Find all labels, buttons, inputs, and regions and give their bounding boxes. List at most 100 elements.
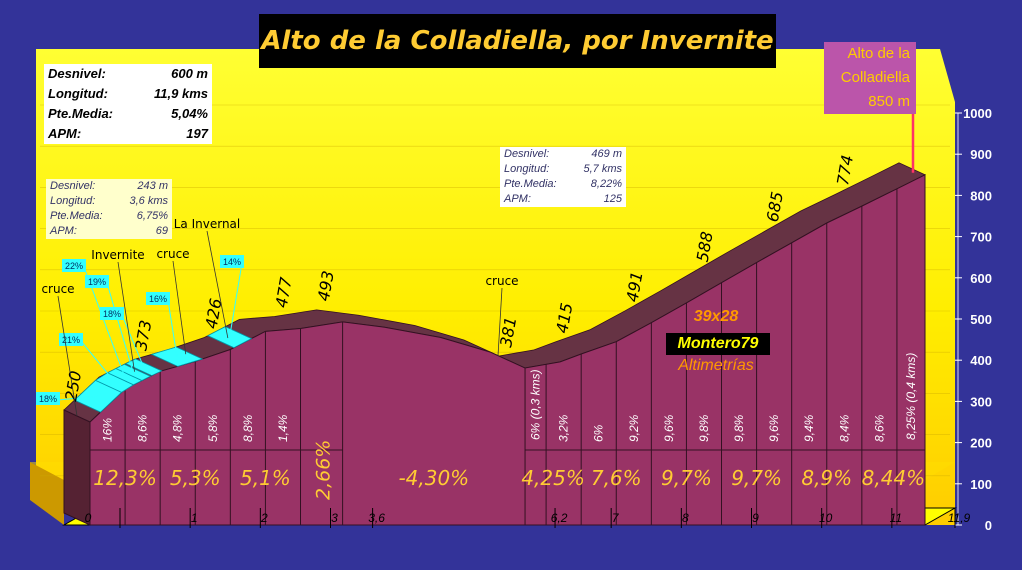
brand-subtitle: Altimetrías <box>678 357 754 374</box>
y-tick-label: 200 <box>970 436 992 451</box>
x-tick-label: 9 <box>752 511 759 525</box>
waypoint-label: Invernite <box>91 248 144 262</box>
stats-panel-first-section: Desnivel: 243 m Longitud: 3,6 kms Pte.Medi… <box>46 179 172 239</box>
segment-grade-label: 8,6% <box>872 414 886 442</box>
segment-grade-label: 9,6% <box>767 414 781 442</box>
stat-value: 469 m <box>591 148 622 160</box>
segment-grade-label: 4,8% <box>171 414 185 442</box>
segment-grade-label: 5,8% <box>206 414 220 442</box>
left-wall <box>30 462 64 525</box>
waypoint-pointer <box>497 287 503 356</box>
steep-ramps: 18% 21% 22% 19% 18% 16% 14% <box>36 255 253 413</box>
brand-size: 39x28 <box>693 308 739 325</box>
x-tick-label: 7 <box>612 511 620 525</box>
brand-author: Montero79 <box>666 333 770 355</box>
y-tick-label: 800 <box>970 188 992 203</box>
stat-label: Pte.Media: <box>504 178 557 190</box>
x-tick-label: 8 <box>682 511 689 525</box>
x-tick-label: 11,9 <box>948 511 971 525</box>
stat-value: 11,9 kms <box>154 86 208 101</box>
ramp-pointer <box>167 299 178 357</box>
ramp-label-bg <box>146 292 170 305</box>
stat-label: Desnivel: <box>48 66 106 81</box>
stat-value: 197 <box>186 126 208 141</box>
km-grade-label: 4,25% <box>521 466 585 490</box>
axes: 0 100 200 300 400 500 600 700 800 900 1000 0 1 2 3 3,6 6… <box>85 106 992 533</box>
y-tick-label: 1000 <box>963 106 992 121</box>
segment-grade-label: 8,6% <box>136 414 150 442</box>
chart-labels: 16% 8,6% 4,8% 5,8% 8,8% 1,4% 6% (0,3 kms) 3,2% 6… <box>41 44 925 500</box>
segment-grade-label: 9,8% <box>732 414 746 442</box>
x-tick-label: 3,6 <box>368 511 385 525</box>
stat-value: 6,75% <box>136 210 168 222</box>
x-tick-label: 11 <box>890 511 902 525</box>
ramp-label: 22% <box>65 261 83 271</box>
x-tick-label: 3 <box>331 511 338 525</box>
ramp-label: 16% <box>149 294 167 304</box>
segment-grade-label: 9,6% <box>662 414 676 442</box>
ramp-pointer <box>80 340 115 383</box>
profile-front-face <box>89 173 926 526</box>
segment-grade-label: 9,8% <box>697 414 711 442</box>
km-grade-label: 9,7% <box>731 466 782 490</box>
ramp-label: 21% <box>62 335 80 345</box>
stat-value: 243 m <box>137 180 168 192</box>
steep-ramp <box>124 358 163 377</box>
ramp-label: 19% <box>88 277 106 287</box>
stat-label: Desnivel: <box>504 148 550 160</box>
km-grade-label: 5,1% <box>240 466 291 490</box>
stat-value: 5,7 kms <box>583 163 622 175</box>
waypoint-pointer <box>117 261 135 372</box>
segment-grade-label: 8,8% <box>241 414 255 442</box>
segment-grade-label: 3,2% <box>557 414 571 442</box>
ramp-pointer <box>106 282 134 373</box>
waypoint-label: La Invernal <box>174 217 241 231</box>
chart-title: Alto de la Colladiella, por Invernite <box>261 26 774 56</box>
y-tick-label: 400 <box>970 353 992 368</box>
stat-label: Longitud: <box>50 195 96 207</box>
stat-label: Desnivel: <box>50 180 96 192</box>
stats-panel-second-section: Desnivel: 469 m Longitud: 5,7 kms Pte.Medi… <box>500 147 626 207</box>
x-tick-label: 10 <box>819 511 833 525</box>
x-tick-label: 0 <box>85 511 92 525</box>
km-grade-label: 8,44% <box>862 466 926 490</box>
title-banner: Alto de la Colladiella, por Invernite <box>259 14 776 68</box>
stat-value: 3,6 kms <box>129 195 168 207</box>
waypoint-label: cruce <box>485 274 518 288</box>
y-tick-label: 300 <box>970 394 992 409</box>
stat-label: Pte.Media: <box>48 106 114 121</box>
ramp-pointer <box>121 314 145 368</box>
km-grade-label: -4,30% <box>398 466 469 490</box>
stat-value: 125 <box>603 193 622 205</box>
ramp-pointer <box>229 262 243 338</box>
stat-value: 5,04% <box>171 106 208 121</box>
y-tick-label: 600 <box>970 271 992 286</box>
stat-label: APM: <box>48 126 82 141</box>
km-grade-label: 5,3% <box>170 466 221 490</box>
segment-grade-label: 8,4% <box>837 414 851 442</box>
km-grade-label: 12,3% <box>93 466 157 490</box>
y-tick-label: 700 <box>970 230 992 245</box>
summit-line-3: 850 m <box>868 93 910 110</box>
x-tick-label: 6,2 <box>551 511 568 525</box>
waypoint-label: cruce <box>41 282 74 296</box>
y-tick-label: 100 <box>970 477 992 492</box>
segment-grade-label: 6% <box>592 424 606 442</box>
stat-label: Longitud: <box>48 86 108 101</box>
segment-grade-label: 16% <box>101 418 115 442</box>
x-tick-label: 1 <box>191 511 198 525</box>
segment-grade-label: 9,2% <box>627 414 641 442</box>
km-grade-label: 7,6% <box>591 466 642 490</box>
y-tick-label: 900 <box>970 147 992 162</box>
ramp-pointer <box>57 395 99 401</box>
stat-value: 69 <box>155 225 168 237</box>
waypoint-pointer <box>206 230 229 339</box>
stat-label: APM: <box>50 225 77 237</box>
ramp-label-bg <box>220 255 244 268</box>
waypoint-pointer <box>57 295 78 417</box>
segment-grade-label: 1,4% <box>276 414 290 442</box>
stat-label: Longitud: <box>504 163 550 175</box>
segment-grade-label: 9,4% <box>802 414 816 442</box>
ramp-label-bg <box>62 259 86 272</box>
